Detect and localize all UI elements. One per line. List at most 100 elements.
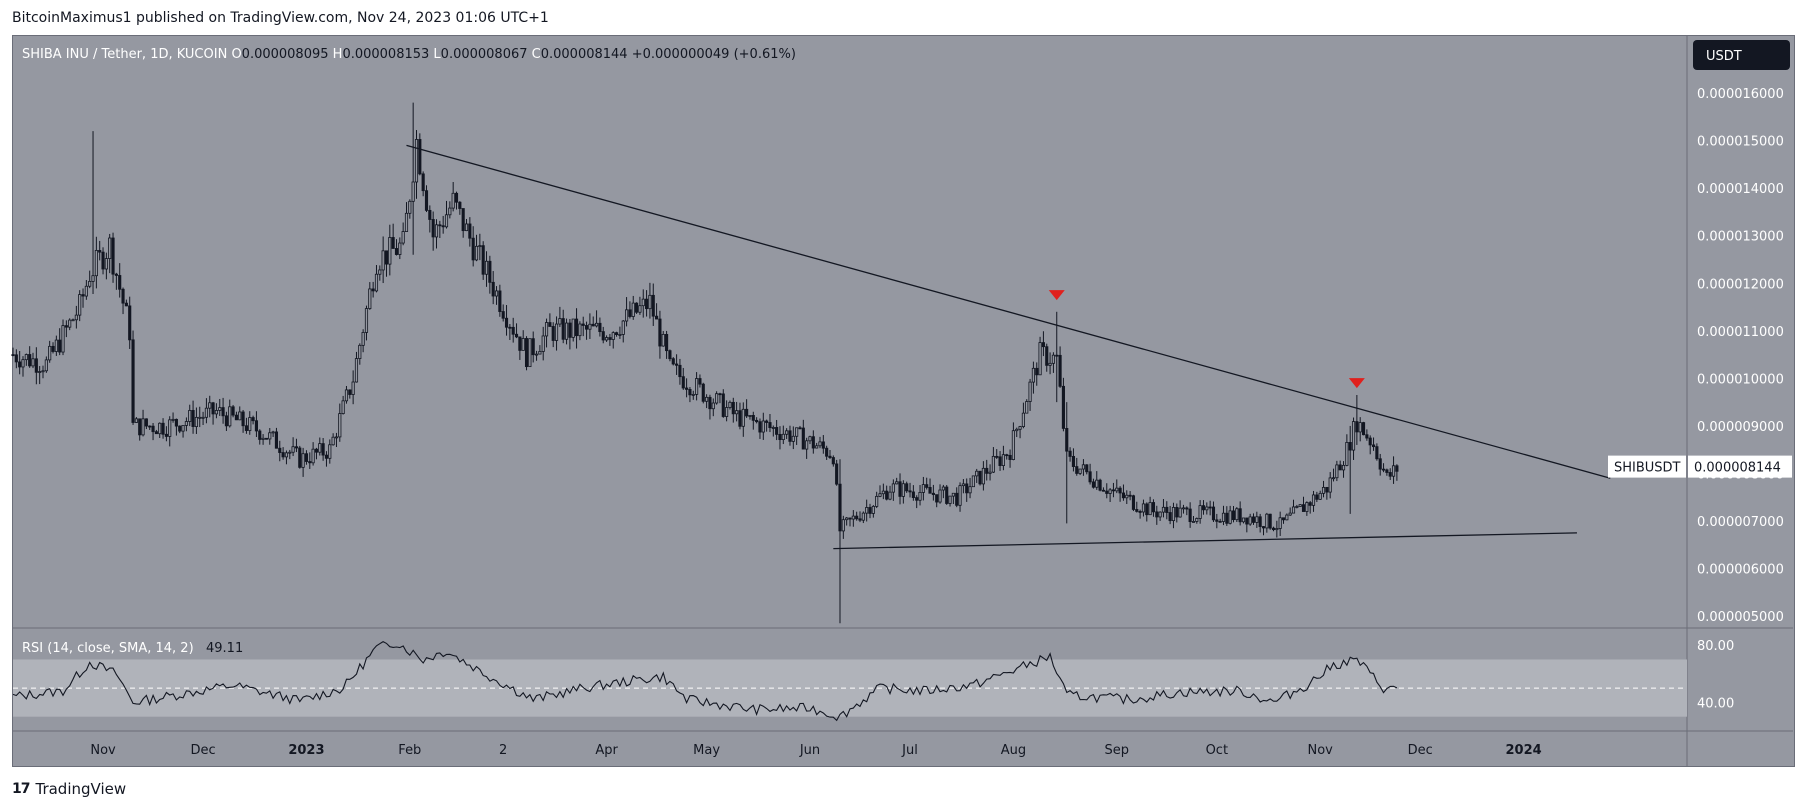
candle-body: [1315, 494, 1319, 500]
candle-body: [241, 411, 245, 427]
candle-body: [625, 309, 629, 322]
candle-body: [1001, 454, 1005, 466]
candle-body: [1078, 468, 1082, 474]
candle-body: [431, 219, 435, 238]
candle-body: [1158, 511, 1162, 518]
candle-body: [1178, 507, 1182, 518]
price-tick-label: 0.000012000: [1697, 277, 1784, 292]
candle-body: [244, 425, 248, 431]
candle-body: [958, 485, 962, 506]
candle-body: [131, 339, 135, 423]
candle-body: [898, 481, 902, 497]
candle-body: [321, 443, 325, 456]
candle-body: [538, 351, 542, 355]
candle-body: [658, 318, 662, 347]
symbol-tag: [1608, 455, 1686, 478]
candle-body: [1341, 464, 1346, 471]
candle-body: [388, 237, 392, 265]
candle-body: [531, 338, 535, 356]
candle-body: [895, 481, 899, 485]
candle-body: [1185, 507, 1189, 510]
candle-body: [1025, 401, 1029, 414]
candle-body: [1221, 512, 1226, 522]
time-tick-label: Nov: [90, 743, 116, 758]
candle-body: [38, 371, 42, 373]
candle-body: [665, 333, 669, 352]
candle-body: [528, 338, 532, 368]
candle-body: [1118, 487, 1122, 494]
candle-body: [738, 410, 742, 427]
candle-body: [1271, 527, 1276, 531]
candle-body: [361, 332, 365, 346]
candle-body: [788, 430, 792, 442]
candle-body: [668, 350, 672, 360]
candle-body: [818, 441, 822, 447]
candle-body: [144, 418, 148, 427]
candle-body: [54, 339, 58, 352]
candle-body: [328, 444, 332, 459]
ohlc-legend: SHIBA INU / Tether, 1D, KUCOIN O0.000008…: [22, 47, 796, 62]
candle-body: [941, 486, 945, 491]
time-tick-label: Nov: [1307, 743, 1333, 758]
candle-body: [981, 467, 985, 485]
candle-body: [424, 190, 429, 211]
candle-body: [591, 323, 595, 327]
candle-body: [1268, 513, 1272, 529]
candle-body: [231, 406, 235, 416]
candle-body: [358, 344, 362, 359]
candle-body: [1218, 520, 1222, 523]
candle-body: [91, 275, 95, 282]
candle-body: [228, 406, 232, 427]
price-tick-label: 0.000014000: [1697, 182, 1784, 197]
candle-body: [414, 139, 419, 183]
currency-button[interactable]: [1693, 40, 1790, 70]
candle-body: [1071, 456, 1075, 467]
candle-body: [601, 331, 605, 341]
candle-body: [931, 492, 935, 496]
currency-button-label[interactable]: USDT: [1706, 49, 1742, 64]
chart-frame[interactable]: [12, 35, 1795, 767]
time-tick-label: Jun: [799, 743, 820, 758]
candle-body: [148, 425, 152, 428]
candle-body: [638, 305, 642, 313]
candle-body: [304, 453, 309, 462]
candle-body: [1175, 507, 1179, 518]
candle-body: [441, 225, 445, 228]
candle-body: [524, 338, 529, 368]
candle-body: [1301, 504, 1306, 512]
price-tick-label: 0.000010000: [1697, 372, 1784, 387]
candle-body: [1101, 489, 1106, 492]
candle-body: [851, 515, 855, 520]
candle-body: [805, 440, 809, 450]
candle-body: [581, 323, 585, 326]
candle-body: [194, 416, 198, 427]
candle-body: [571, 318, 575, 338]
candle-body: [28, 354, 32, 367]
candle-body: [141, 418, 145, 436]
candle-body: [124, 302, 128, 307]
candle-body: [731, 401, 735, 415]
candle-body: [471, 237, 475, 261]
candle-body: [394, 248, 399, 255]
candle-body: [615, 332, 619, 335]
candle-body: [708, 396, 712, 410]
candle-body: [521, 338, 525, 351]
candle-body: [888, 491, 892, 500]
candle-body: [1225, 512, 1229, 524]
candle-body: [991, 455, 995, 473]
candle-body: [1345, 442, 1349, 466]
candle-body: [985, 467, 989, 474]
candle-body: [481, 245, 485, 275]
candle-body: [765, 420, 769, 423]
candle-body: [1305, 502, 1309, 512]
candle-body: [801, 427, 805, 450]
candle-body: [648, 294, 652, 310]
candle-body: [1378, 458, 1382, 470]
candle-body: [214, 410, 218, 415]
candle-body: [651, 294, 655, 317]
rsi-line: [12, 640, 1398, 722]
candle-body: [791, 435, 795, 442]
candle-body: [871, 505, 875, 514]
candle-body: [688, 389, 692, 396]
